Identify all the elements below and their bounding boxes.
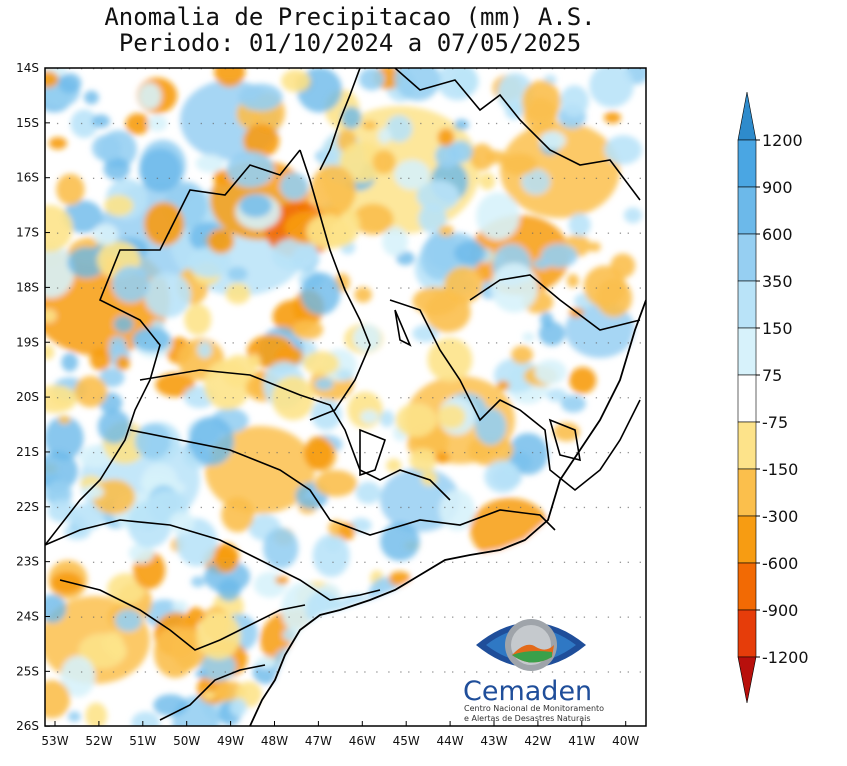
colorbar-label: 150 [762, 319, 793, 338]
colorbar-label: -1200 [762, 648, 809, 667]
logo-subtitle-1: Centro Nacional de Monitoramento [464, 704, 604, 713]
map-title-line2: Periodo: 01/10/2024 a 07/05/2025 [118, 29, 582, 57]
lat-tick-label: 15S [16, 116, 39, 130]
lat-tick-label: 19S [16, 335, 39, 349]
colorbar-bottom-arrow [737, 656, 757, 704]
lon-tick-label: 50W [173, 734, 200, 748]
colorbar: 1200 900 600 350 150 75 -75 -150 -300 -600 -900 -12… [737, 91, 809, 704]
cemaden-logo: Cemaden Centro Nacional de Monitoramento… [463, 619, 604, 723]
colorbar-label: -900 [762, 601, 798, 620]
lat-tick-label: 17S [16, 226, 39, 240]
colorbar-label: -300 [762, 507, 798, 526]
lon-tick-label: 41W [568, 734, 595, 748]
latitude-axis: 14S 15S 16S 17S 18S 19S 20S 21S 22S 23S 24S 25S 26S [16, 61, 50, 733]
lon-tick-label: 44W [437, 734, 464, 748]
lat-tick-label: 24S [16, 610, 39, 624]
colorbar-segment [737, 468, 757, 517]
colorbar-label: 1200 [762, 131, 803, 150]
colorbar-segment [737, 374, 757, 423]
lon-tick-label: 40W [612, 734, 639, 748]
colorbar-segment [737, 233, 757, 282]
logo-subtitle-2: e Alertas de Desastres Naturais [464, 714, 591, 723]
coastline [249, 299, 646, 726]
lon-tick-label: 43W [480, 734, 507, 748]
lon-tick-label: 46W [349, 734, 376, 748]
logo-name: Cemaden [463, 676, 592, 707]
colorbar-top-arrow [737, 91, 757, 141]
colorbar-label: -75 [762, 413, 788, 432]
colorbar-segment [737, 421, 757, 470]
lon-tick-label: 49W [217, 734, 244, 748]
colorbar-label: 600 [762, 225, 793, 244]
colorbar-label: -600 [762, 554, 798, 573]
colorbar-segment [737, 186, 757, 235]
lat-tick-label: 22S [16, 500, 39, 514]
lat-tick-label: 21S [16, 445, 39, 459]
lon-tick-label: 51W [129, 734, 156, 748]
lat-tick-label: 18S [16, 280, 39, 294]
colorbar-segment [737, 280, 757, 329]
colorbar-segment [737, 139, 757, 188]
colorbar-label: 350 [762, 272, 793, 291]
lat-tick-label: 26S [16, 719, 39, 733]
colorbar-label: -150 [762, 460, 798, 479]
lat-tick-label: 14S [16, 61, 39, 75]
colorbar-label: 75 [762, 366, 782, 385]
map-title-line1: Anomalia de Precipitacao (mm) A.S. [104, 3, 596, 31]
colorbar-label: 900 [762, 178, 793, 197]
colorbar-segment [737, 609, 757, 658]
colorbar-segment [737, 562, 757, 611]
lon-tick-label: 45W [393, 734, 420, 748]
colorbar-segment [737, 515, 757, 564]
lon-tick-label: 47W [305, 734, 332, 748]
colorbar-segment [737, 327, 757, 376]
lat-tick-label: 25S [16, 664, 39, 678]
lat-tick-label: 23S [16, 555, 39, 569]
lon-tick-label: 53W [41, 734, 68, 748]
lon-tick-label: 52W [85, 734, 112, 748]
anomaly-field [45, 68, 646, 726]
state-boundaries [45, 68, 641, 721]
lon-tick-label: 42W [524, 734, 551, 748]
lat-tick-label: 16S [16, 171, 39, 185]
lat-tick-label: 20S [16, 390, 39, 404]
lon-tick-label: 48W [261, 734, 288, 748]
longitude-axis: 53W 52W 51W 50W 49W 48W 47W 46W 45W 44W 43W 42W 41W 4… [41, 721, 639, 748]
